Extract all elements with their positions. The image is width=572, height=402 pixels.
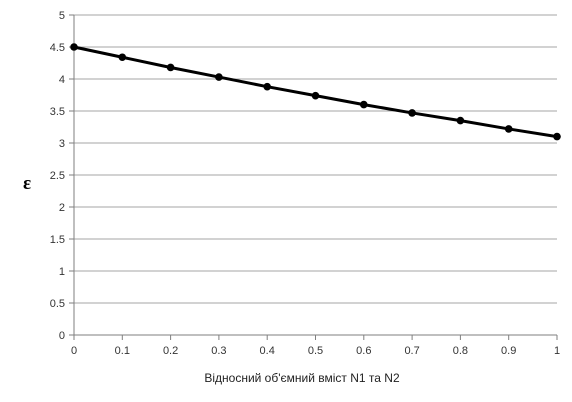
gridlines	[74, 14, 557, 304]
y-tick-label: 3.5	[50, 106, 65, 118]
x-tick-label: 0.1	[115, 345, 130, 357]
y-tick-label: 1.5	[50, 234, 65, 246]
data-point	[311, 91, 320, 100]
x-tick-label: 0.4	[260, 345, 275, 357]
x-tick-label: 0.6	[356, 345, 371, 357]
data-point	[263, 82, 272, 91]
y-tick-label: 3	[59, 138, 65, 150]
data-point	[504, 125, 513, 133]
y-axis-label: ε	[23, 173, 31, 194]
x-tick-label: 0	[71, 345, 77, 357]
x-tick-label: 1	[554, 345, 560, 357]
x-tick-label: 0.8	[453, 345, 468, 357]
y-tick-label: 2.5	[50, 170, 65, 182]
y-tick-labels: 0 0.5 1 1.5 2 2.5 3 3.5 4 4.5 5	[50, 10, 65, 342]
data-point	[456, 116, 465, 125]
x-tick-label: 0.5	[308, 345, 323, 357]
data-point	[360, 100, 368, 109]
y-tick-label: 2	[59, 202, 65, 214]
series-group	[70, 43, 561, 141]
data-point	[70, 43, 78, 51]
y-tick-label: 5	[59, 10, 65, 22]
y-tick-label: 0.5	[50, 298, 65, 310]
x-axis-label: Відносний об'ємний вміст N1 та N2	[204, 371, 400, 385]
y-tick-label: 1	[59, 266, 65, 278]
x-tick-labels: 0 0.1 0.2 0.3 0.4 0.5 0.6 0.7 0.8 0.9 1	[71, 345, 560, 357]
x-tick-label: 0.2	[163, 345, 178, 357]
axes	[69, 14, 558, 340]
y-tick-label: 4.5	[50, 42, 65, 54]
x-tick-label: 0.9	[501, 345, 516, 357]
data-point	[408, 109, 416, 117]
y-tick-label: 4	[59, 74, 65, 86]
data-point	[118, 53, 127, 62]
data-point	[166, 63, 175, 72]
y-tick-label: 0	[59, 330, 65, 342]
data-point	[215, 73, 223, 81]
x-tick-label: 0.3	[211, 345, 226, 357]
x-tick-label: 0.7	[404, 345, 419, 357]
series-line	[73, 45, 558, 139]
data-point	[553, 132, 561, 141]
